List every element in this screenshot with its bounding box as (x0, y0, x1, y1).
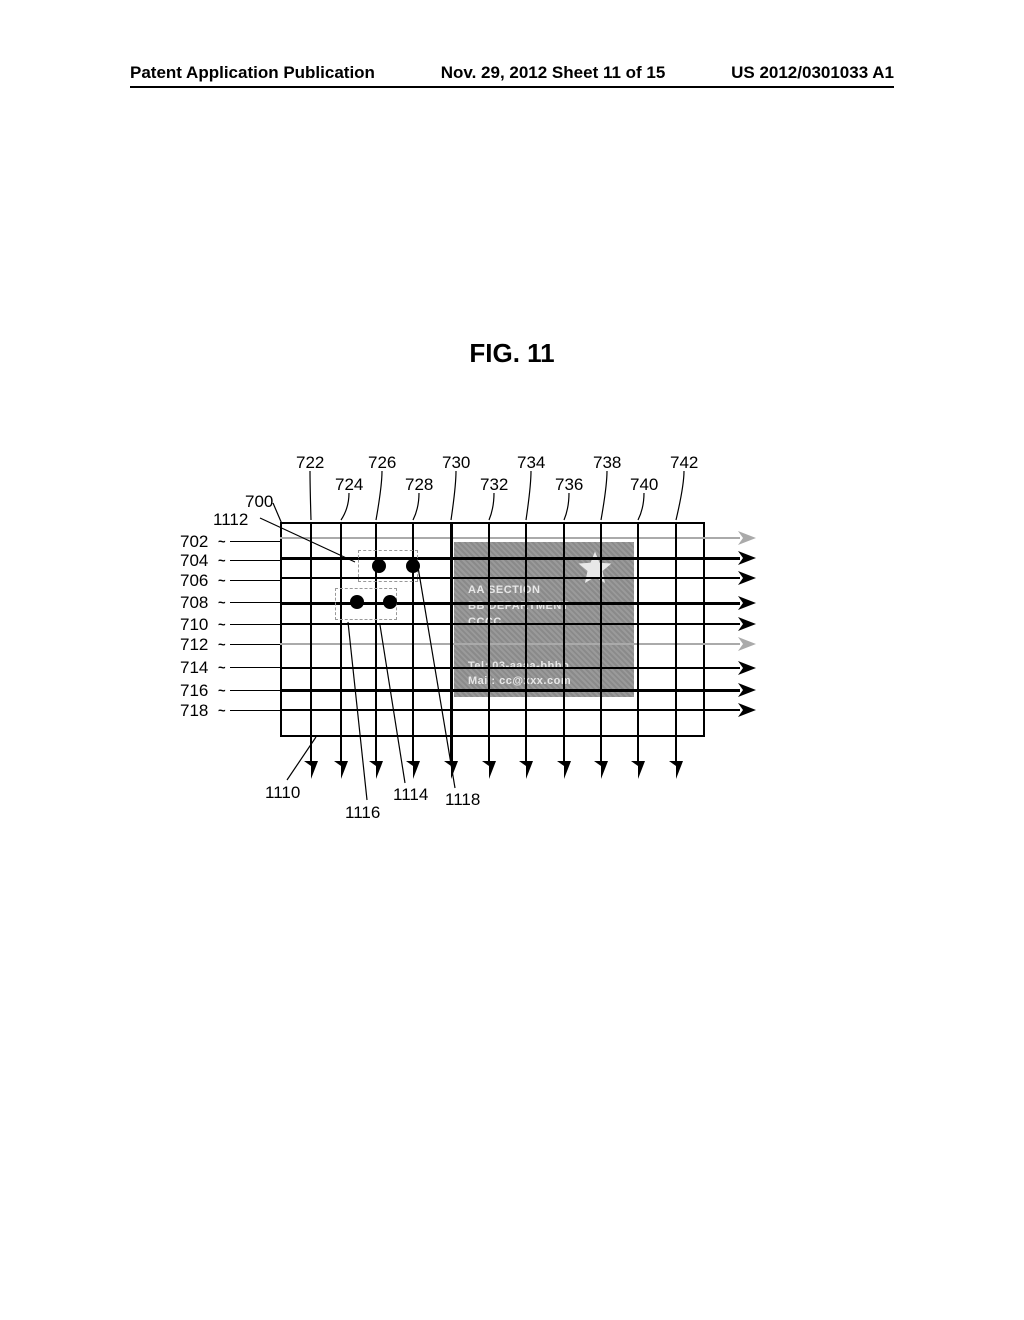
figure-title: FIG. 11 (0, 338, 1024, 369)
header-divider (130, 86, 894, 88)
header-right: US 2012/0301033 A1 (731, 63, 894, 83)
header-left: Patent Application Publication (130, 63, 375, 83)
page-header: Patent Application Publication Nov. 29, … (0, 63, 1024, 83)
figure-11: AA SECTIONBB DEPARTMENTCCCCTel: 03-aaaa-… (180, 445, 860, 845)
header-center: Nov. 29, 2012 Sheet 11 of 15 (441, 63, 666, 83)
